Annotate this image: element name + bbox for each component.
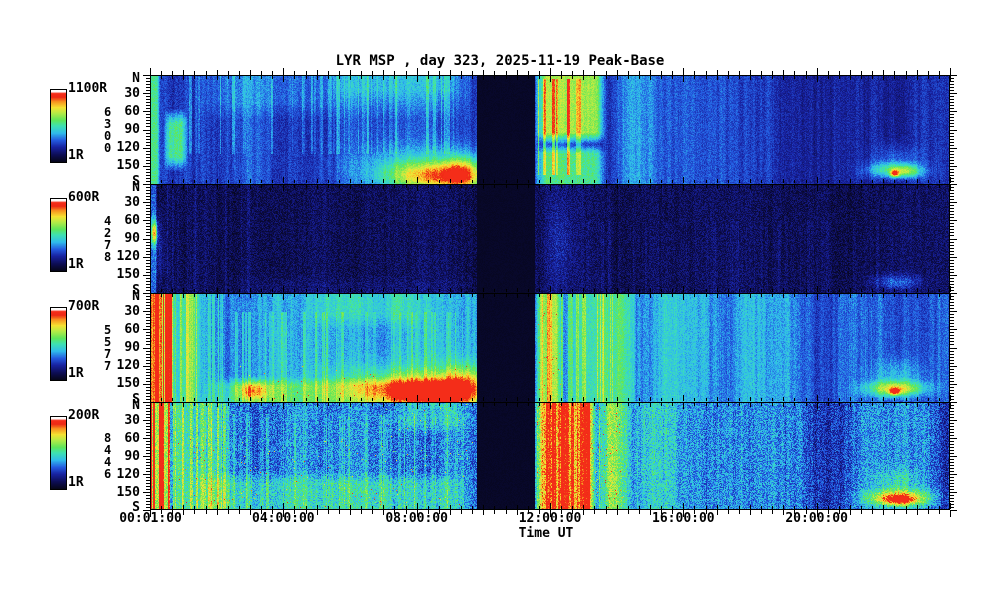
colorbar-min-label: 1R <box>68 148 84 163</box>
y-tick-label: 30 <box>124 303 140 319</box>
y-tick-label: 90 <box>124 448 140 464</box>
y-tick-label: 60 <box>124 321 140 337</box>
keogram-panel-5577 <box>150 293 950 402</box>
colorbar-max-label: 700R <box>68 299 100 314</box>
x-tick-label: 12:00:00 <box>518 511 582 526</box>
y-tick-label: 120 <box>116 140 140 156</box>
y-tick-label: 120 <box>116 358 140 374</box>
y-tick-label: 60 <box>124 212 140 228</box>
colorbar-max-label: 200R <box>68 408 100 423</box>
keogram-panel-4278 <box>150 184 950 293</box>
keogram-panel-6300 <box>150 75 950 184</box>
x-tick-label: 08:00:00 <box>385 511 448 526</box>
colorbar-min-label: 1R <box>68 475 84 490</box>
y-tick-label: 120 <box>116 466 140 482</box>
x-tick-label: 00:01:00 <box>119 511 182 526</box>
x-tick-label: 20:00:00 <box>785 511 848 526</box>
colorbar-min-label: 1R <box>68 257 84 272</box>
colorbar-4278 <box>50 198 67 272</box>
y-tick-label: 120 <box>116 249 140 265</box>
y-tick-label: 90 <box>124 231 140 246</box>
x-tick-label: 04:00:00 <box>252 511 315 526</box>
y-tick-label: 150 <box>116 376 140 392</box>
y-tick-label: 150 <box>116 484 140 500</box>
y-tick-label: 150 <box>116 267 140 283</box>
colorbar-5577 <box>50 307 67 381</box>
y-tick-label: 30 <box>124 85 140 101</box>
colorbar-min-label: 1R <box>68 366 84 381</box>
y-tick-label: 60 <box>124 430 140 446</box>
y-tick-label: N <box>132 397 140 413</box>
colorbar-6300 <box>50 89 67 163</box>
y-tick-label: N <box>132 70 140 86</box>
y-tick-label: 30 <box>124 194 140 210</box>
y-tick-label: 150 <box>116 158 140 174</box>
keogram-panel-8446 <box>150 402 950 510</box>
y-tick-label: 30 <box>124 412 140 428</box>
y-tick-label: 90 <box>124 340 140 355</box>
y-tick-label: 90 <box>124 122 140 137</box>
colorbar-8446 <box>50 416 67 490</box>
y-tick-label: N <box>132 288 140 304</box>
colorbar-max-label: 600R <box>68 190 100 205</box>
x-axis-label: Time UT <box>518 526 574 541</box>
figure-title: LYR MSP , day 323, 2025-11-19 Peak-Base <box>335 53 665 69</box>
y-tick-label: N <box>132 179 140 195</box>
y-tick-label: 60 <box>124 103 140 119</box>
x-tick-label: 16:00:00 <box>652 511 715 526</box>
colorbar-max-label: 1100R <box>68 81 108 96</box>
